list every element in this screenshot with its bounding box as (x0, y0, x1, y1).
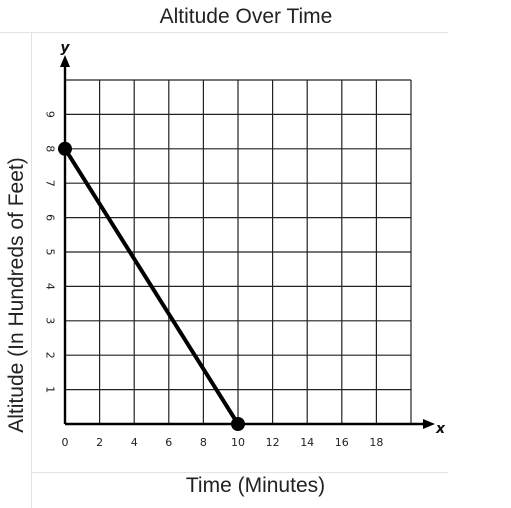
y-axis-letter: y (60, 40, 70, 56)
y-tick-label-1: 1 (44, 386, 57, 393)
x-tick-label-0: 0 (62, 436, 69, 449)
x-tick-label-16: 16 (335, 436, 349, 449)
series (58, 141, 245, 431)
x-axis-letter: x (435, 421, 446, 437)
x-tick-label-8: 8 (200, 436, 207, 449)
y-tick-label-4: 4 (44, 283, 57, 290)
frame-bottom-line (31, 472, 448, 473)
data-point-0-1 (231, 417, 245, 431)
frame-top-line (0, 32, 448, 33)
y-tick-label-7: 7 (44, 180, 57, 187)
x-tick-label-6: 6 (165, 436, 172, 449)
y-tick-label-3: 3 (44, 317, 57, 324)
y-tick-label-2: 2 (44, 352, 57, 359)
x-tick-label-14: 14 (300, 436, 314, 449)
y-tick-label-8: 8 (44, 145, 57, 152)
axes: yx (60, 40, 446, 437)
x-tick-label-12: 12 (266, 436, 280, 449)
y-axis-arrow-icon (60, 55, 70, 67)
x-axis-title: Time (Minutes) (185, 474, 326, 497)
y-tick-label-6: 6 (44, 214, 57, 221)
x-tick-label-10: 10 (231, 436, 245, 449)
data-point-0-0 (58, 141, 72, 156)
x-tick-label-2: 2 (96, 436, 103, 449)
x-tick-label-18: 18 (369, 436, 383, 449)
frame-left-line (31, 33, 32, 508)
grid (65, 79, 412, 424)
y-tick-label-9: 9 (44, 111, 57, 118)
y-tick-label-5: 5 (44, 249, 57, 256)
x-tick-label-4: 4 (131, 436, 138, 449)
series-line-0 (63, 146, 240, 426)
x-axis-arrow-icon (423, 419, 435, 429)
chart-title: Altitude Over Time (159, 5, 333, 28)
